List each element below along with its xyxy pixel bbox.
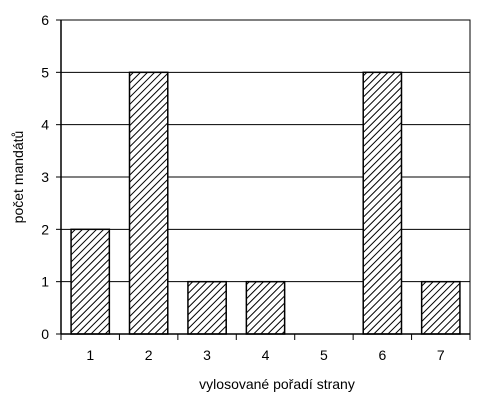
y-tick-label: 0 xyxy=(41,326,49,342)
y-tick-labels: 0 1 2 3 4 5 6 xyxy=(41,12,49,342)
y-tick-label: 6 xyxy=(41,12,49,28)
bar xyxy=(70,228,111,335)
x-tick-label: 7 xyxy=(437,347,445,363)
gridlines xyxy=(61,19,470,283)
y-tick-label: 2 xyxy=(41,221,49,237)
bar xyxy=(420,280,461,335)
y-tick-label: 1 xyxy=(41,274,49,290)
y-axis-title: počet mandátů xyxy=(10,131,26,224)
bar xyxy=(187,280,227,335)
x-tick-label: 4 xyxy=(262,347,270,363)
y-tick-label: 4 xyxy=(41,117,49,133)
x-tick-label: 2 xyxy=(145,347,153,363)
y-tick-label: 5 xyxy=(41,64,49,80)
x-tick-label: 1 xyxy=(86,347,94,363)
x-tick-label: 6 xyxy=(378,347,386,363)
x-tick-label: 3 xyxy=(203,347,211,363)
axes xyxy=(56,19,471,340)
bar xyxy=(128,71,169,335)
x-tick-label: 5 xyxy=(320,347,328,363)
y-tick-label: 3 xyxy=(41,169,49,185)
x-axis-title: vylosované pořadí strany xyxy=(199,376,355,392)
bar xyxy=(362,71,403,335)
bars xyxy=(70,71,461,335)
bar xyxy=(245,280,286,335)
x-tick-labels: 1 2 3 4 5 6 7 xyxy=(86,347,445,363)
